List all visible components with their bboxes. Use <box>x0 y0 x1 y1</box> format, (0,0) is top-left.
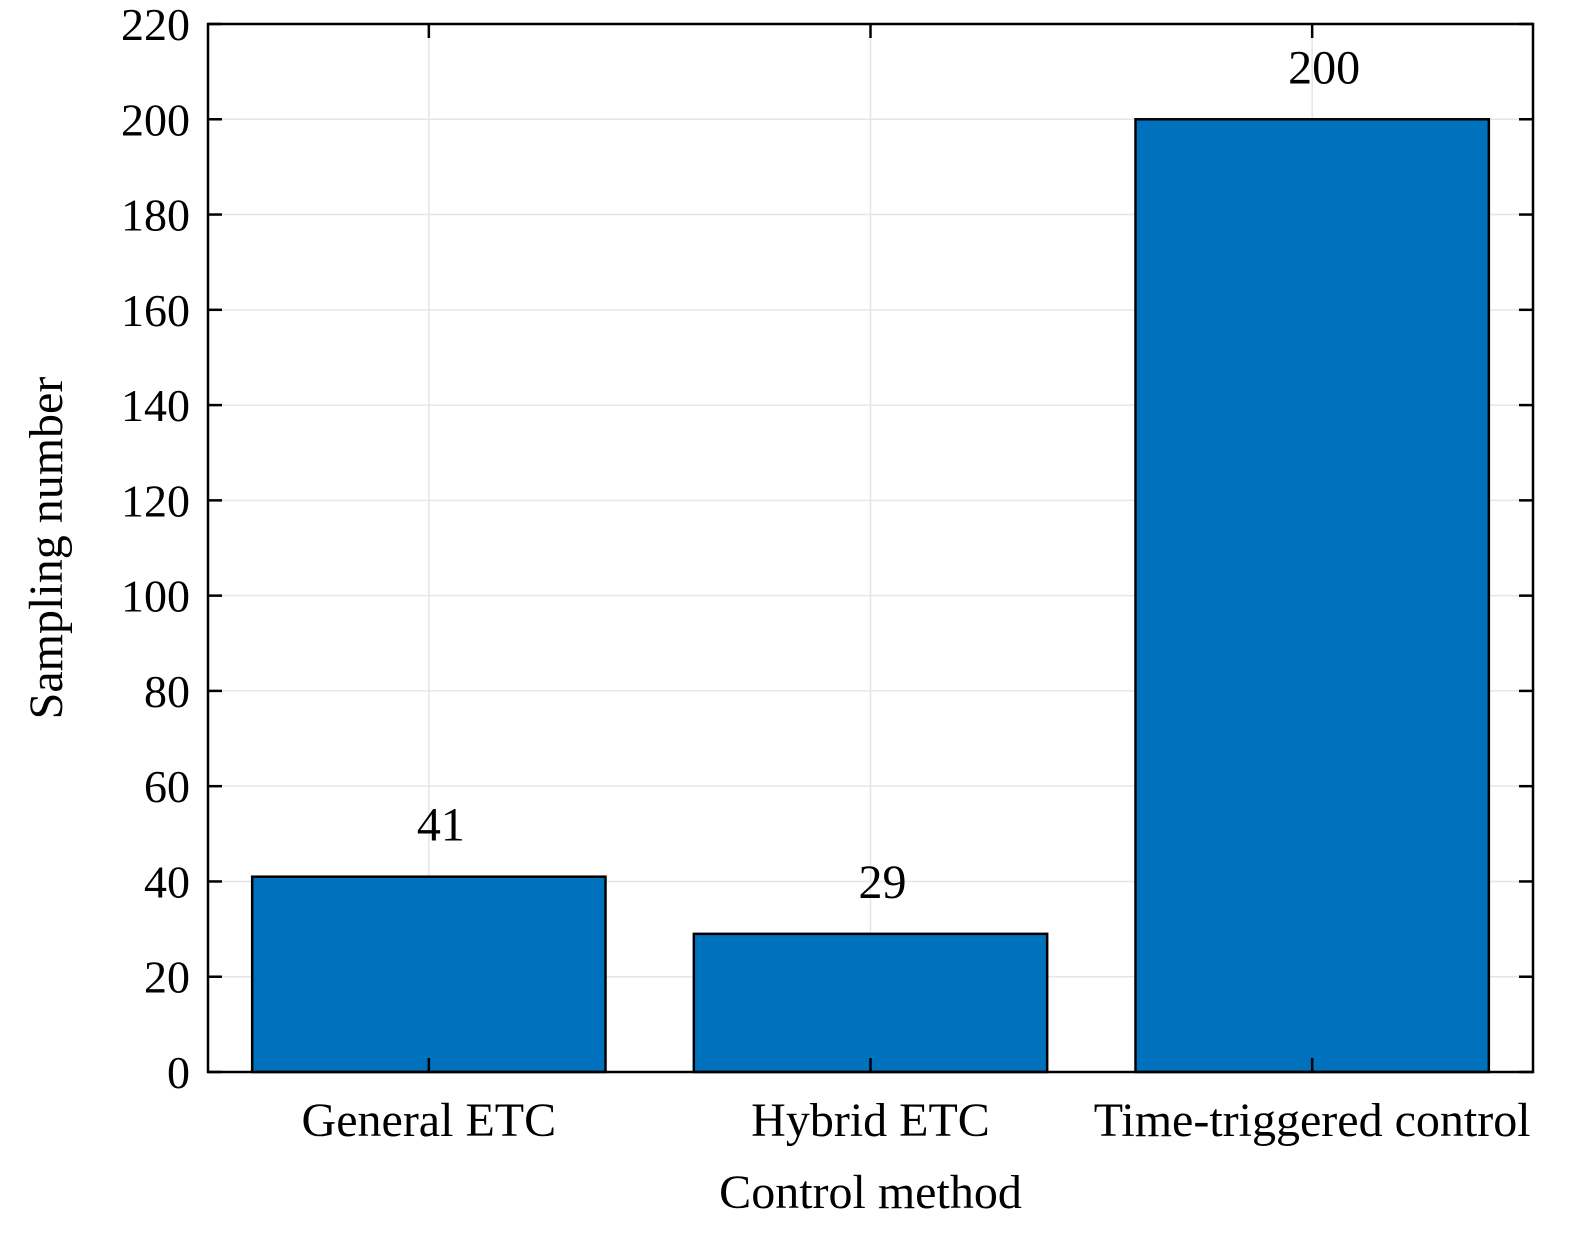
y-tick-label: 100 <box>121 571 190 622</box>
y-tick-label: 0 <box>167 1047 190 1098</box>
y-axis-title: Sampling number <box>20 377 73 720</box>
bar <box>692 932 1049 1074</box>
y-tick-label: 220 <box>121 0 190 50</box>
x-tick-labels: General ETC Hybrid ETC Time-triggered cont… <box>302 1094 1531 1147</box>
bar-value-label: 41 <box>417 799 465 852</box>
bar <box>250 875 607 1074</box>
x-tick-label: General ETC <box>302 1094 557 1147</box>
y-tick-label: 80 <box>144 666 190 717</box>
y-tick-label: 120 <box>121 475 190 526</box>
y-tick-label: 160 <box>121 285 190 336</box>
bar-value-label: 29 <box>859 856 907 909</box>
tick-marks <box>208 22 1533 1074</box>
x-tick-label: Time-triggered control <box>1094 1094 1531 1147</box>
x-tick-label: Hybrid ETC <box>751 1094 990 1147</box>
y-tick-label: 60 <box>144 761 190 812</box>
y-tick-label: 20 <box>144 952 190 1003</box>
bar <box>1134 118 1491 1074</box>
x-axis-title: Control method <box>719 1166 1022 1219</box>
y-tick-label: 40 <box>144 856 190 907</box>
bars <box>250 118 1491 1074</box>
y-tick-label: 140 <box>121 380 190 431</box>
y-tick-labels: 0 20 40 60 80 100 120 140 160 180 200 220 <box>121 0 190 1098</box>
y-tick-label: 180 <box>121 190 190 241</box>
data-labels: 41 29 200 <box>417 41 1360 909</box>
bar-value-label: 200 <box>1288 41 1360 94</box>
y-tick-label: 200 <box>121 94 190 145</box>
